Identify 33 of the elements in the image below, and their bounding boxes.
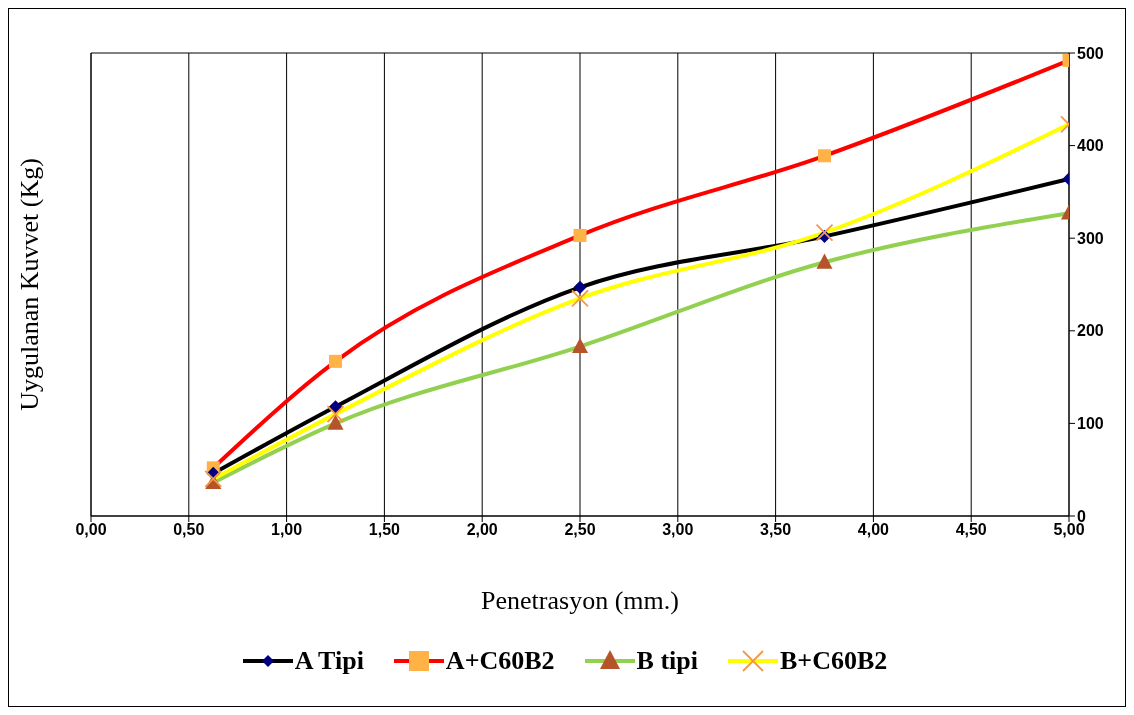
point	[327, 414, 344, 430]
point	[571, 289, 589, 308]
x-tick-label: 1,50	[368, 521, 401, 539]
x-tick-label: 2,00	[466, 521, 498, 539]
point	[572, 337, 588, 353]
y-axis-title: Uygulanan Kuvvet (Kg)	[15, 158, 45, 411]
point	[573, 280, 587, 294]
x-tick-label: 1,00	[271, 521, 303, 539]
x-tick-label: 3,00	[662, 521, 694, 539]
x-tick-label: 2,50	[564, 521, 596, 539]
y-tick-label: 200	[1077, 322, 1104, 340]
x-tick-label: 5,00	[1053, 521, 1085, 539]
point	[328, 400, 343, 414]
legend-label: B tipi	[636, 646, 698, 676]
legend-label: B+C60B2	[780, 646, 888, 676]
y-tick-label: 400	[1077, 137, 1104, 155]
y-tick-label: 100	[1077, 415, 1104, 433]
point	[818, 149, 831, 163]
x-tick-label: 3,50	[760, 521, 792, 539]
point	[326, 405, 345, 424]
x-tick-label: 0,50	[173, 521, 205, 539]
legend-label: A+C60B2	[445, 646, 555, 676]
y-tick-label: 500	[1077, 44, 1104, 62]
x-tick-label: 4,00	[857, 521, 890, 539]
x-axis-title: Penetrasyon (mm.)	[481, 586, 679, 616]
x-tick-label: 0,00	[75, 521, 107, 539]
point	[816, 253, 833, 269]
x-tick-label: 4,50	[955, 521, 987, 539]
legend-label: A Tipi	[294, 646, 364, 676]
point	[815, 223, 834, 242]
point	[573, 228, 587, 242]
point	[329, 354, 342, 368]
y-tick-label: 300	[1077, 229, 1104, 247]
